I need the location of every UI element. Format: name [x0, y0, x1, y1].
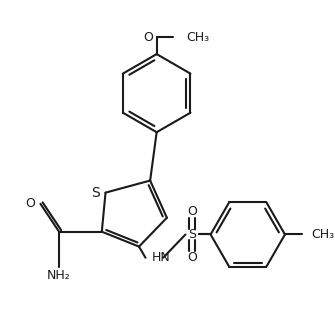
Text: O: O	[25, 197, 35, 210]
Text: HN: HN	[152, 251, 171, 264]
Text: CH₃: CH₃	[186, 31, 209, 44]
Text: CH₃: CH₃	[311, 228, 334, 241]
Text: S: S	[188, 228, 196, 241]
Text: O: O	[143, 31, 153, 44]
Text: NH₂: NH₂	[47, 269, 71, 282]
Text: O: O	[187, 205, 197, 218]
Text: O: O	[187, 251, 197, 264]
Text: S: S	[91, 186, 100, 200]
